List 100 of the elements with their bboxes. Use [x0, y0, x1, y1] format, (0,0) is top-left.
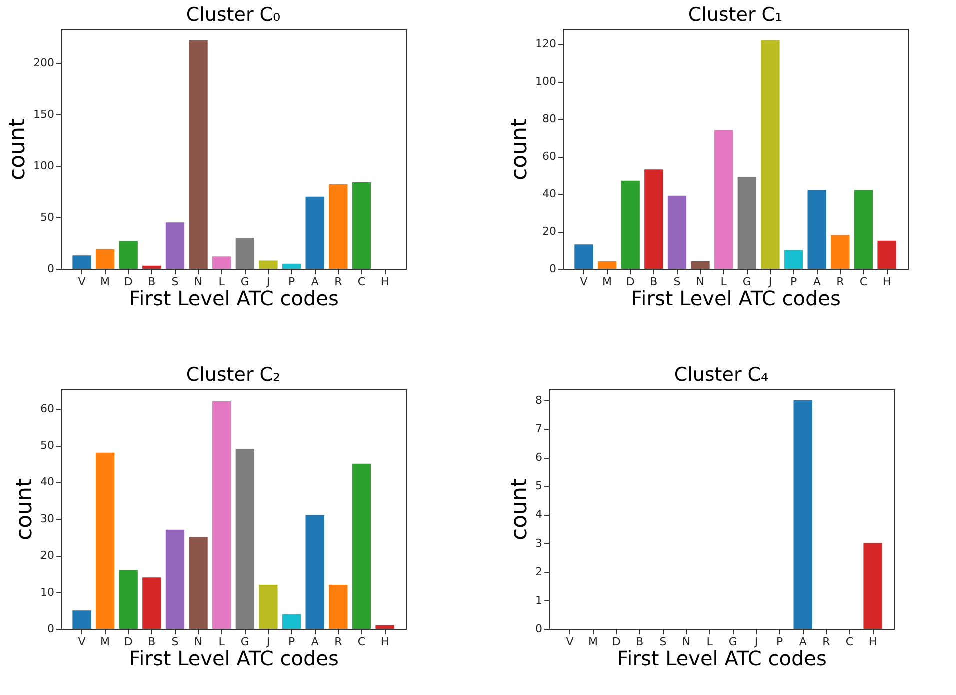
x-tick-label: H [380, 276, 390, 288]
x-tick-label: S [660, 636, 667, 648]
bar [352, 182, 372, 269]
bar [738, 177, 756, 269]
y-tick-label: 30 [40, 512, 54, 526]
y-tick-label: 150 [34, 108, 54, 121]
x-tick-label: L [218, 636, 226, 648]
bar [119, 241, 138, 269]
chart-title: Cluster C₄ [674, 364, 770, 386]
y-tick-label: 100 [536, 75, 556, 88]
y-tick-label: 0 [536, 622, 542, 636]
x-tick-label: B [148, 636, 156, 648]
x-tick-label: J [266, 636, 270, 648]
bar [644, 170, 664, 269]
y-tick-label: 120 [536, 38, 556, 50]
y-tick-label: 60 [40, 402, 54, 416]
x-tick-label: G [240, 276, 250, 288]
y-tick-label: 20 [542, 225, 556, 238]
x-tick-label: L [720, 276, 728, 288]
y-tick-label: 200 [34, 56, 54, 70]
x-tick-label: H [882, 276, 892, 288]
bar [376, 625, 394, 629]
x-tick-label: N [682, 636, 691, 648]
x-tick-label: B [650, 276, 658, 288]
bar [854, 190, 874, 269]
bar [282, 264, 302, 269]
x-tick-label: H [380, 636, 390, 648]
bar [72, 256, 92, 269]
y-axis-title: count [508, 478, 532, 541]
bar [119, 570, 138, 629]
x-tick-label: D [124, 636, 133, 648]
x-tick-label: V [566, 636, 574, 648]
y-tick-label: 0 [48, 262, 54, 276]
y-tick-label: 7 [536, 422, 542, 436]
x-tick-label: D [626, 276, 635, 288]
y-tick-label: 1 [536, 594, 542, 607]
bar [166, 222, 185, 269]
chart-title: Cluster C₂ [186, 364, 281, 386]
x-tick-label: C [846, 636, 854, 648]
bar [259, 260, 278, 269]
x-tick-label: D [124, 276, 133, 288]
chart-title: Cluster C₁ [688, 4, 783, 26]
bar [212, 256, 232, 269]
x-tick-label: V [580, 276, 588, 288]
x-tick-label: S [172, 636, 179, 648]
bar [189, 40, 208, 269]
x-tick-label: A [799, 636, 808, 648]
y-tick-label: 100 [34, 159, 54, 172]
y-tick-label: 50 [40, 211, 54, 224]
bar [259, 584, 278, 629]
y-tick-label: 8 [536, 394, 542, 407]
x-tick-label: P [288, 276, 296, 288]
bar [878, 240, 896, 269]
x-tick-label: R [334, 276, 343, 288]
x-tick-label: G [240, 636, 250, 648]
y-tick-label: 50 [40, 439, 54, 452]
bar [72, 610, 92, 629]
bar [236, 449, 254, 629]
x-tick-label: R [334, 636, 343, 648]
x-tick-label: M [100, 636, 110, 648]
bar [142, 266, 162, 269]
bar [784, 250, 804, 269]
x-tick-label: J [266, 276, 270, 288]
y-tick-label: 60 [542, 150, 556, 163]
chart-title: Cluster C₀ [186, 4, 281, 26]
x-tick-label: P [288, 636, 296, 648]
x-tick-label: A [311, 636, 320, 648]
x-tick-label: A [813, 276, 822, 288]
x-tick-label: R [822, 636, 831, 648]
x-axis-title: First Level ATC codes [631, 286, 841, 310]
x-tick-label: M [588, 636, 598, 648]
x-axis-title: First Level ATC codes [617, 646, 827, 670]
x-tick-label: B [636, 636, 644, 648]
y-tick-label: 80 [542, 112, 556, 126]
bar [306, 515, 324, 629]
bar [142, 578, 162, 629]
x-axis-title: First Level ATC codes [129, 286, 339, 310]
x-tick-label: P [776, 636, 784, 648]
y-tick-label: 0 [550, 262, 556, 276]
x-tick-label: P [790, 276, 798, 288]
x-tick-label: A [311, 276, 320, 288]
x-tick-label: N [696, 276, 705, 288]
bar [282, 614, 302, 629]
y-tick-label: 0 [48, 622, 54, 636]
x-tick-label: S [674, 276, 681, 288]
y-axis-title: count [508, 118, 533, 181]
x-axis-title: First Level ATC codes [129, 646, 339, 670]
bar [714, 130, 734, 269]
x-tick-label: C [860, 276, 868, 288]
x-tick-label: G [742, 276, 752, 288]
bar [189, 537, 208, 629]
y-tick-label: 40 [542, 188, 556, 200]
bar [574, 244, 594, 269]
x-tick-label: H [868, 636, 878, 648]
bar [329, 584, 348, 629]
bar [306, 196, 324, 269]
x-tick-label: D [612, 636, 621, 648]
bar [808, 190, 826, 269]
y-tick-label: 4 [536, 508, 542, 522]
x-tick-label: R [836, 276, 845, 288]
